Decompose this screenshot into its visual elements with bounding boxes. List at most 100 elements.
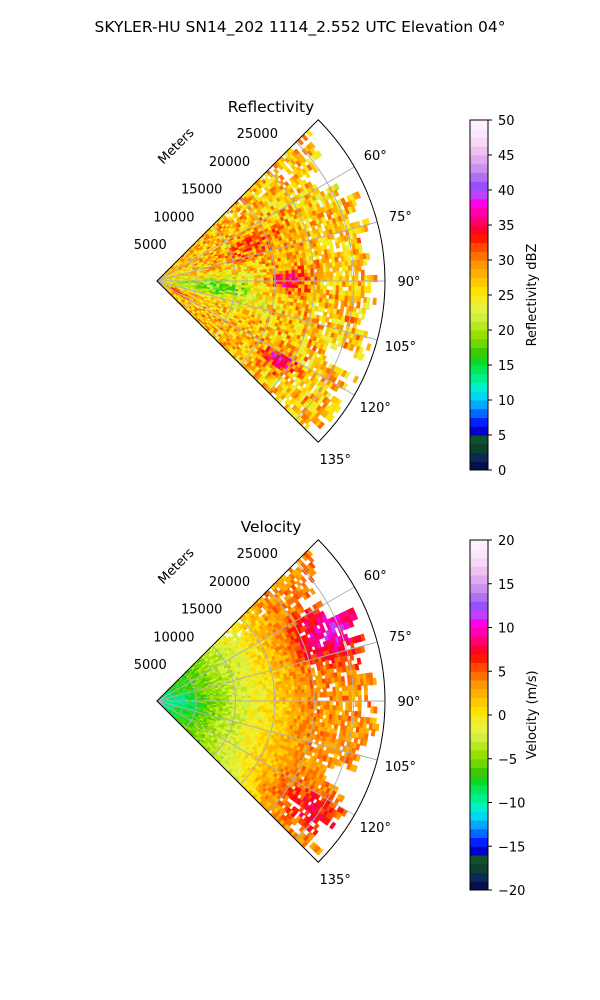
refl-colorbar-tick-label: 10	[498, 394, 515, 409]
refl-colorbar-swatch	[470, 408, 488, 418]
refl-colorbar-swatch	[470, 277, 488, 287]
refl-colorbar-swatch	[470, 426, 488, 436]
refl-cell	[367, 286, 372, 294]
refl-cell	[365, 302, 371, 311]
refl-colorbar-swatch	[470, 163, 488, 173]
refl-colorbar-tick-label: 35	[498, 219, 515, 234]
refl-colorbar-swatch	[470, 443, 488, 453]
refl-angle-label: 135°	[320, 453, 351, 468]
refl-colorbar-swatch	[470, 242, 488, 252]
refl-colorbar-swatch	[470, 120, 488, 130]
refl-cell	[302, 423, 311, 431]
refl-colorbar-tick-label: 20	[498, 324, 515, 339]
refl-colorbar-swatch	[470, 365, 488, 375]
refl-cell	[372, 297, 377, 306]
refl-colorbar-tick-label: 5	[498, 429, 506, 444]
refl-cell	[363, 258, 368, 266]
refl-colorbar-swatch	[470, 330, 488, 340]
refl-cell	[272, 167, 280, 175]
refl-colorbar-swatch	[470, 251, 488, 261]
refl-range-label: 20000	[209, 155, 250, 170]
refl-colorbar-tick-label: 45	[498, 149, 515, 164]
refl-cell	[350, 205, 357, 213]
refl-colorbar-swatch	[470, 286, 488, 296]
refl-cell	[354, 191, 362, 200]
refl-cell	[315, 149, 323, 158]
refl-cell	[326, 280, 331, 287]
refl-cell	[304, 171, 311, 179]
refl-cell	[333, 189, 340, 197]
refl-colorbar-swatch	[470, 128, 488, 138]
refl-colorbar-tick-label: 15	[498, 359, 515, 374]
refl-cell	[345, 280, 350, 288]
vel-cell	[295, 580, 303, 588]
refl-colorbar-tick-label: 0	[498, 464, 506, 479]
refl-cell	[365, 343, 372, 352]
refl-colorbar-swatch	[470, 373, 488, 383]
refl-colorbar-swatch	[470, 225, 488, 235]
refl-colorbar-swatch	[470, 198, 488, 208]
refl-colorbar-swatch	[470, 391, 488, 401]
refl-colorbar-swatch	[470, 417, 488, 427]
refl-colorbar-swatch	[470, 461, 488, 471]
refl-colorbar-swatch	[470, 181, 488, 191]
refl-cell	[352, 375, 359, 384]
refl-colorbar-swatch	[470, 435, 488, 445]
refl-range-axis-label: Meters	[156, 125, 198, 167]
figure-title: SKYLER-HU SN14_202 1114_2.552 UTC Elevat…	[95, 18, 506, 37]
refl-colorbar-swatch	[470, 452, 488, 462]
refl-colorbar-swatch	[470, 347, 488, 357]
refl-cell	[335, 242, 340, 249]
refl-cell	[360, 313, 366, 321]
refl-colorbar-swatch	[470, 155, 488, 165]
refl-cell	[333, 183, 340, 191]
refl-cell	[308, 141, 316, 150]
refl-colorbar-tick-label: 40	[498, 184, 515, 199]
reflectivity-panel: Reflectivity60°75°90°105°120°135°5000100…	[134, 98, 540, 479]
refl-angle-label: 90°	[397, 275, 420, 290]
refl-cell	[363, 286, 368, 294]
refl-colorbar-swatch	[470, 233, 488, 243]
vel-cell	[309, 587, 316, 596]
vel-panel-title: Velocity	[241, 518, 302, 536]
refl-colorbar-swatch	[470, 400, 488, 410]
refl-colorbar-swatch	[470, 146, 488, 156]
refl-range-label: 25000	[237, 127, 278, 142]
refl-colorbar-swatch	[470, 190, 488, 200]
vel-field	[158, 549, 380, 856]
refl-colorbar-swatch	[470, 268, 488, 278]
refl-angle-label: 120°	[360, 401, 391, 416]
refl-colorbar-label: Reflectivity dBZ	[525, 244, 540, 347]
refl-angle-label: 75°	[389, 210, 412, 225]
refl-cell	[329, 280, 334, 287]
refl-range-label: 5000	[134, 238, 167, 253]
refl-colorbar-swatch	[470, 137, 488, 147]
refl-cell	[257, 187, 263, 194]
refl-colorbar-swatch	[470, 338, 488, 348]
vel-cell	[300, 575, 307, 584]
refl-colorbar-tick-label: 30	[498, 254, 515, 269]
refl-cell	[311, 165, 319, 174]
refl-colorbar-swatch	[470, 312, 488, 322]
refl-cell	[351, 198, 358, 207]
refl-colorbar-swatch	[470, 260, 488, 270]
refl-angle-label: 60°	[364, 149, 387, 164]
refl-colorbar: 0 5 10 15 20 25 30 35 40 45 50 Reflectivity dBZ	[469, 114, 540, 479]
refl-colorbar-swatch	[470, 216, 488, 226]
refl-cell	[278, 174, 285, 181]
vel-cell	[307, 555, 315, 564]
refl-colorbar-swatch	[470, 207, 488, 217]
refl-colorbar-tick-label: 25	[498, 289, 515, 304]
refl-range-label: 15000	[181, 183, 222, 198]
refl-panel-title: Reflectivity	[228, 98, 315, 116]
refl-cell	[342, 280, 347, 287]
refl-range-label: 10000	[153, 210, 194, 225]
refl-angle-label: 105°	[385, 340, 416, 355]
refl-field	[158, 129, 378, 431]
refl-colorbar-swatch	[470, 382, 488, 392]
refl-colorbar-swatch	[470, 356, 488, 366]
refl-colorbar-tick-label: 50	[498, 114, 515, 129]
refl-colorbar-swatch	[470, 172, 488, 182]
refl-colorbar-swatch	[470, 321, 488, 331]
